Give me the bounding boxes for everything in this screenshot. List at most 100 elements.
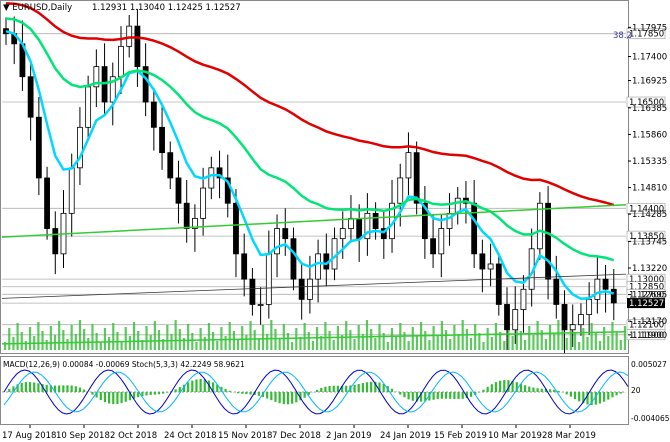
date-tick-label: 10 Sep 2018 bbox=[56, 431, 110, 441]
volume-bar bbox=[536, 321, 539, 350]
macd-hist-bar bbox=[241, 392, 244, 394]
bull-candle bbox=[536, 202, 543, 250]
volume-bar bbox=[436, 335, 439, 350]
bull-candle bbox=[569, 324, 576, 331]
macd-hist-bar bbox=[403, 392, 406, 398]
macd-hist-bar bbox=[103, 392, 107, 403]
bear-candle bbox=[479, 253, 486, 270]
bull-candle bbox=[315, 253, 322, 280]
macd-hist-bar bbox=[428, 392, 431, 401]
volume-bar bbox=[548, 325, 552, 350]
macd-hist-bar bbox=[365, 382, 369, 392]
macd-hist-bar bbox=[353, 384, 356, 392]
volume-bar bbox=[236, 340, 240, 350]
macd-hist-bar bbox=[399, 392, 402, 395]
macd-hist-bar bbox=[449, 392, 452, 399]
date-tick-label: 17 Aug 2018 bbox=[2, 431, 56, 441]
volume-bar bbox=[178, 329, 181, 350]
macd-hist-bar bbox=[415, 392, 419, 402]
macd-hist-bar bbox=[407, 392, 410, 400]
volume-bar bbox=[444, 330, 448, 350]
volume-bar bbox=[332, 340, 335, 350]
macd-hist-bar bbox=[340, 385, 344, 392]
volume-bar bbox=[45, 340, 48, 350]
macd-hist-bar bbox=[424, 392, 427, 402]
bear-candle bbox=[561, 304, 568, 331]
volume-bar bbox=[478, 333, 481, 350]
bear-candle bbox=[150, 101, 157, 128]
macd-hist-bar bbox=[257, 392, 260, 396]
macd-hist-bar bbox=[199, 379, 202, 392]
volume-bar bbox=[424, 331, 427, 350]
volume-bar bbox=[28, 327, 32, 350]
bull-candle bbox=[257, 304, 264, 306]
bear-candle bbox=[471, 202, 478, 255]
macd-hist-bar bbox=[41, 384, 44, 392]
macd-hist-bar bbox=[58, 385, 61, 392]
bull-candle bbox=[306, 278, 313, 300]
volume-bar bbox=[382, 333, 385, 350]
volume-bar bbox=[124, 327, 127, 350]
macd-hist-bar bbox=[274, 392, 277, 402]
bear-candle bbox=[27, 76, 34, 118]
macd-hist-bar bbox=[320, 388, 323, 392]
volume-bar bbox=[457, 334, 460, 350]
volume-bar bbox=[607, 336, 610, 350]
macd-hist-bar bbox=[345, 385, 348, 392]
volume-bar bbox=[499, 332, 502, 350]
level-label: 1.11900 bbox=[629, 331, 664, 341]
volume-bar bbox=[153, 321, 156, 350]
macd-hist-bar bbox=[436, 392, 439, 400]
volume-bar bbox=[20, 332, 23, 350]
stoch-main-line bbox=[3, 369, 629, 415]
price-tick-label: 1.14810 bbox=[632, 184, 667, 194]
volume-bar bbox=[415, 336, 419, 350]
macd-hist-bar bbox=[619, 392, 622, 394]
date-tick-label: 24 Oct 2018 bbox=[164, 431, 217, 441]
bull-candle bbox=[93, 66, 100, 88]
macd-hist-bar bbox=[499, 380, 502, 392]
channel-line bbox=[1, 273, 627, 299]
volume-bar bbox=[611, 322, 614, 350]
bear-candle bbox=[602, 278, 609, 290]
macd-hist-bar bbox=[457, 392, 460, 400]
date-axis: 17 Aug 2018 10 Sep 2018 2 Oct 2018 24 Oct 2… bbox=[2, 425, 596, 441]
macd-hist-bar bbox=[453, 392, 456, 400]
macd-hist-bar bbox=[420, 392, 423, 402]
macd-hist-bar bbox=[228, 390, 231, 392]
level-labels: 1.17850 1.16500 1.14400 1.13850 1.130001.128… bbox=[626, 28, 666, 341]
date-tick-label: 15 Nov 2018 bbox=[218, 431, 272, 441]
macd-hist-bar bbox=[141, 392, 144, 397]
volume-bar bbox=[619, 340, 622, 350]
macd-hist-bar bbox=[108, 392, 111, 404]
volume-bar bbox=[528, 326, 531, 350]
macd-hist-bar bbox=[411, 392, 414, 401]
level-tag bbox=[626, 96, 666, 108]
macd-hist-bar bbox=[91, 392, 94, 395]
macd-hist-bar bbox=[220, 386, 223, 392]
bear-candle bbox=[504, 304, 510, 331]
volume-bar bbox=[340, 335, 344, 350]
macd-hist-bar bbox=[374, 381, 377, 392]
macd-hist-bar bbox=[611, 392, 614, 398]
bull-candle bbox=[397, 177, 404, 204]
volume-bar bbox=[91, 324, 94, 350]
macd-hist-bar bbox=[70, 385, 73, 392]
macd-hist-bar bbox=[557, 390, 560, 392]
macd-hist-bar bbox=[440, 392, 443, 399]
volume-bar bbox=[291, 342, 294, 350]
bull-candle bbox=[348, 218, 354, 229]
macd-hist-bar bbox=[74, 386, 77, 392]
volume-bar bbox=[615, 331, 618, 350]
macd-hist-bar bbox=[83, 389, 86, 392]
level-label: 1.16500 bbox=[629, 98, 664, 108]
macd-hist-bar bbox=[249, 392, 252, 395]
bear-candle bbox=[233, 202, 239, 255]
volume-bar bbox=[253, 330, 256, 350]
macd-hist-bar bbox=[162, 392, 165, 394]
macd-hist-bar bbox=[573, 392, 577, 400]
volume-bar bbox=[349, 330, 352, 350]
bear-candle bbox=[159, 126, 165, 154]
volume-bar bbox=[524, 340, 527, 350]
